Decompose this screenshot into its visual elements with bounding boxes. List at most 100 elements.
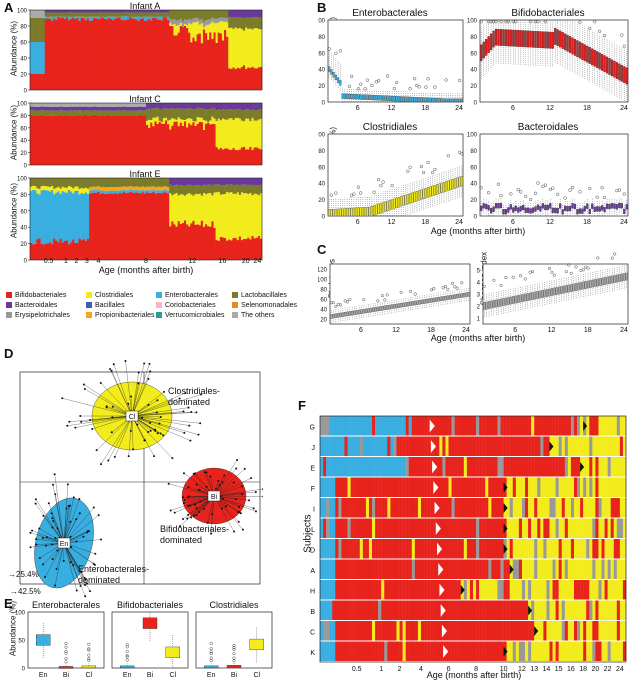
heatmap-cell bbox=[479, 498, 483, 518]
panel-a-xtick: 24 bbox=[253, 258, 261, 265]
sample-point bbox=[217, 479, 220, 482]
stacked-bar-segment bbox=[173, 24, 176, 36]
spoke bbox=[54, 474, 65, 544]
heatmap-cell bbox=[466, 477, 471, 497]
heatmap-cell bbox=[439, 641, 443, 661]
heatmap-cell bbox=[445, 518, 449, 538]
outlier bbox=[432, 287, 436, 291]
stacked-bar-segment bbox=[95, 18, 98, 91]
panel-a-ytick: 80 bbox=[20, 193, 27, 199]
box bbox=[578, 208, 582, 214]
heatmap-cell bbox=[573, 580, 578, 600]
heatmap-cell bbox=[329, 416, 333, 436]
stacked-bar-segment bbox=[122, 16, 126, 21]
box bbox=[603, 207, 606, 213]
heatmap-cell bbox=[350, 580, 354, 600]
box bbox=[424, 188, 427, 199]
legend-swatch bbox=[86, 302, 92, 308]
heatmap-cell bbox=[368, 641, 373, 661]
box bbox=[375, 95, 378, 101]
outlier bbox=[578, 190, 582, 194]
stacked-bar-segment bbox=[93, 10, 96, 13]
heatmap-cell bbox=[613, 457, 618, 477]
stacked-bar-segment bbox=[51, 20, 54, 91]
stacked-bar-segment bbox=[183, 178, 187, 186]
stacked-bar-segment bbox=[103, 193, 107, 260]
heatmap-cell bbox=[601, 436, 605, 456]
stacked-bar-segment bbox=[114, 106, 117, 111]
box bbox=[573, 203, 577, 210]
stacked-bar-segment bbox=[124, 192, 128, 260]
stacked-bar-segment bbox=[202, 192, 206, 227]
heatmap-cell bbox=[607, 621, 611, 641]
heatmap-cell bbox=[387, 641, 391, 661]
stacked-bar-segment bbox=[55, 10, 58, 13]
stacked-bar-segment bbox=[253, 103, 256, 111]
stacked-bar-segment bbox=[129, 191, 132, 260]
stacked-bar-segment bbox=[101, 178, 105, 187]
box bbox=[504, 29, 508, 47]
heatmap-cell bbox=[485, 600, 489, 620]
stacked-bar-segment bbox=[141, 10, 145, 13]
box bbox=[613, 275, 616, 283]
stacked-bar-segment bbox=[245, 149, 248, 165]
heatmap-cell bbox=[414, 641, 419, 661]
heatmap-cell bbox=[473, 641, 477, 661]
heatmap-cell bbox=[561, 600, 565, 620]
heatmap-cell bbox=[604, 621, 608, 641]
heatmap-cell bbox=[506, 436, 510, 456]
stacked-bar-segment bbox=[65, 192, 69, 241]
stacked-bar-segment bbox=[110, 103, 113, 107]
stacked-bar-segment bbox=[84, 12, 88, 17]
stacked-bar-segment bbox=[103, 110, 107, 116]
heatmap-cell bbox=[518, 518, 523, 538]
heatmap-cell bbox=[601, 539, 605, 559]
stacked-bar-segment bbox=[46, 190, 50, 244]
heatmap-cell bbox=[414, 580, 419, 600]
box bbox=[576, 209, 579, 215]
heatmap-cell bbox=[601, 457, 605, 477]
heatmap-cell bbox=[476, 539, 480, 559]
stacked-bar-segment bbox=[95, 110, 98, 116]
box bbox=[346, 208, 349, 217]
stacked-bar-segment bbox=[76, 115, 79, 165]
stacked-bar-segment bbox=[40, 10, 43, 18]
box bbox=[586, 45, 589, 63]
heatmap-cell bbox=[420, 518, 425, 538]
stacked-bar-segment bbox=[154, 187, 157, 191]
panel-b-ytick: 100 bbox=[467, 133, 478, 139]
panel-e-xcat: Bi bbox=[147, 672, 154, 679]
stacked-bar-segment bbox=[82, 10, 86, 13]
stacked-bar-segment bbox=[230, 103, 233, 110]
spoke bbox=[131, 398, 180, 417]
heatmap-cell bbox=[399, 559, 403, 579]
heatmap-cell bbox=[525, 518, 529, 538]
panel-b-ytick: 60 bbox=[318, 165, 325, 171]
heatmap-cell bbox=[359, 477, 364, 497]
stacked-bar-segment bbox=[82, 193, 86, 240]
heatmap-cell bbox=[427, 416, 431, 436]
stacked-bar-segment bbox=[143, 115, 147, 165]
panel-b-xlabel: Age (months after birth) bbox=[430, 226, 526, 236]
stacked-bar-segment bbox=[48, 18, 52, 90]
stacked-bar-segment bbox=[38, 74, 41, 90]
stacked-bar-segment bbox=[162, 192, 166, 260]
box bbox=[431, 97, 434, 103]
box bbox=[442, 182, 445, 193]
stacked-bar-segment bbox=[188, 18, 191, 24]
box bbox=[440, 182, 443, 193]
heatmap-cell bbox=[473, 580, 477, 600]
stacked-bar-segment bbox=[89, 106, 92, 111]
heatmap-cell bbox=[466, 436, 471, 456]
stacked-bar-segment bbox=[150, 120, 153, 123]
stacked-bar-segment bbox=[36, 18, 39, 42]
legend-label: Propionibacteriales bbox=[95, 311, 155, 319]
stacked-bar-segment bbox=[255, 185, 259, 194]
heatmap-cell bbox=[512, 539, 517, 559]
stacked-bar-segment bbox=[152, 103, 155, 109]
heatmap-cell bbox=[411, 416, 416, 436]
outlier bbox=[504, 20, 508, 24]
heatmap-cell bbox=[433, 559, 437, 579]
panel-b-ytick: 0 bbox=[474, 101, 478, 107]
stacked-bar-segment bbox=[135, 10, 138, 13]
